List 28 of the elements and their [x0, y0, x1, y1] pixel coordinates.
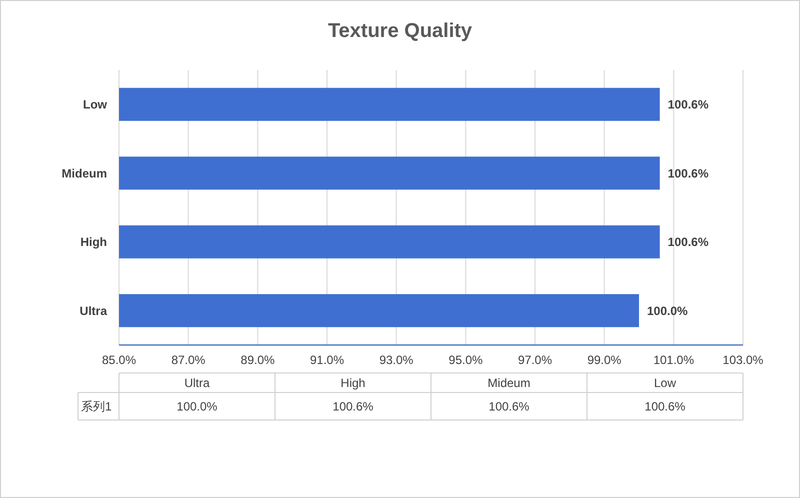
y-tick-label: Mideum	[62, 166, 107, 180]
x-tick-label: 103.0%	[722, 353, 764, 367]
text: 100.6%	[332, 399, 374, 414]
data-label: 100.6%	[668, 166, 709, 180]
text: 100.6%	[488, 399, 530, 414]
category-label: Mideum	[488, 376, 530, 390]
y-tick-label: High	[80, 235, 107, 250]
x-tick-label: 95.0%	[448, 353, 484, 367]
data-label: 100.6%	[668, 98, 709, 112]
data-label: 100.0%	[647, 304, 688, 318]
x-tick-label: 93.0%	[379, 353, 414, 367]
chart-title: Texture Quality	[328, 20, 473, 42]
x-tick-label: 97.0%	[518, 353, 552, 367]
x-tick-label: 89.0%	[240, 353, 276, 367]
category-label: Low	[654, 376, 676, 390]
x-tick-label: 87.0%	[171, 353, 206, 367]
y-tick-label: Ultra	[80, 304, 108, 318]
x-tick-label: 91.0%	[310, 353, 344, 367]
category-label: High	[340, 376, 366, 390]
category-label: Ultra	[184, 376, 210, 390]
text: 系列1	[81, 399, 112, 414]
x-tick-label: 99.0%	[587, 353, 622, 367]
data-label: 100.6%	[668, 235, 709, 250]
x-tick-label: 101.0%	[653, 353, 694, 367]
text: 100.6%	[644, 399, 686, 414]
text: 100.0%	[176, 399, 218, 414]
x-tick-label: 85.0%	[102, 353, 136, 367]
y-tick-label: Low	[83, 98, 108, 112]
